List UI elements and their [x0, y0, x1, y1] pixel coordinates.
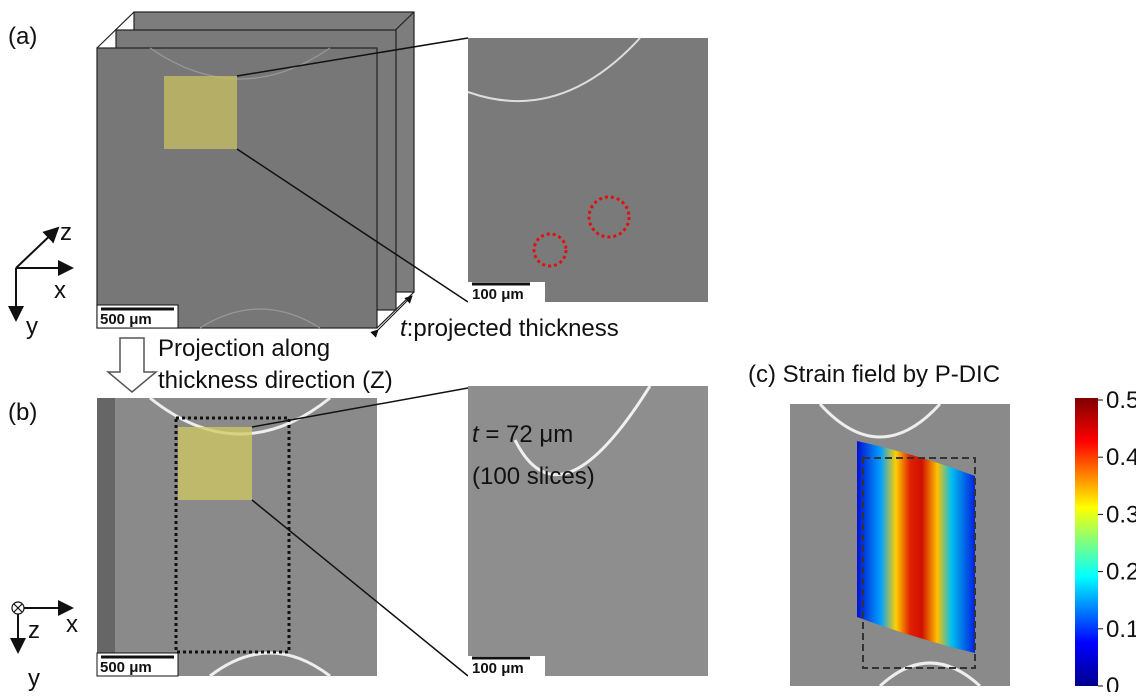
colorbar-label: 0.1 [1106, 616, 1136, 643]
axes-icon [12, 602, 72, 652]
thickness-value: t = 72 μm [472, 421, 573, 448]
colorbar [1075, 398, 1098, 686]
projection-text: thickness direction (Z) [158, 367, 393, 394]
axis-label: x [54, 277, 66, 304]
strain-field [857, 441, 975, 653]
edge-strip [97, 398, 115, 676]
slice-stack [97, 12, 414, 328]
axis-label: y [26, 313, 38, 340]
colorbar-label: 0.2 [1106, 559, 1136, 586]
scale-label: 500 μm [100, 659, 152, 676]
colorbar-label: 0 [1106, 673, 1119, 692]
zoom-image [468, 38, 708, 302]
panel-title: (c) Strain field by P-DIC [748, 361, 1000, 388]
scale-label: 100 μm [472, 286, 524, 303]
panel-label: (b) [8, 399, 37, 426]
axis-label: y [28, 665, 40, 692]
projection-text: Projection along [158, 335, 330, 362]
colorbar-label: 0.5 [1106, 387, 1136, 414]
thickness-caption: t:projected thickness [400, 315, 619, 342]
roi [164, 76, 237, 149]
colorbar-label: 0.4 [1106, 444, 1136, 471]
colorbar-ticks: 0.5 0.4 0.3 0.2 0.1 0 [1098, 387, 1136, 692]
scale-label: 100 μm [472, 660, 524, 677]
panel-label: (a) [8, 23, 37, 50]
figure: (a) 500 μm 100 μm t:projected thickness … [0, 0, 1136, 692]
roi [178, 427, 252, 500]
slices-text: (100 slices) [472, 463, 595, 490]
axis-label: z [28, 617, 40, 644]
axis-label: x [66, 611, 78, 638]
colorbar-label: 0.3 [1106, 501, 1136, 528]
scale-label: 500 μm [100, 311, 152, 328]
axis-label: z [60, 219, 72, 246]
projection-arrow [108, 338, 156, 392]
